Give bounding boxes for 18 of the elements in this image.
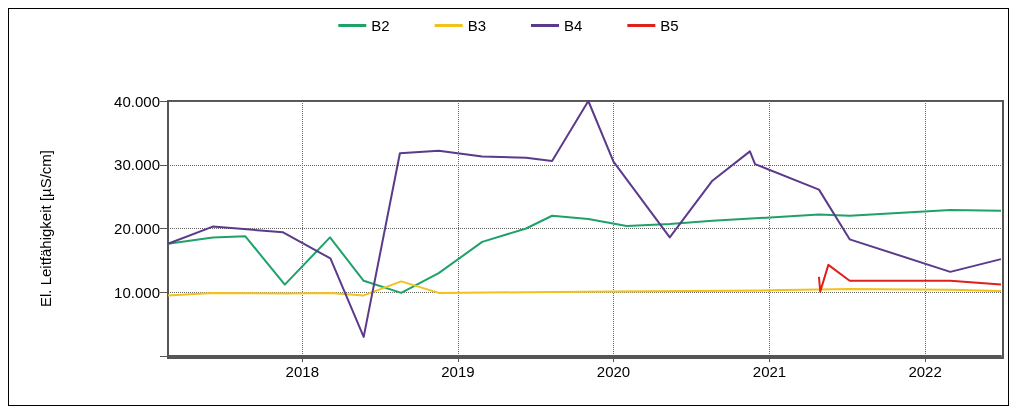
x-tick-label: 2020	[596, 363, 631, 380]
y-tick-label: 10.000	[114, 283, 160, 301]
line-series	[817, 263, 1002, 293]
legend-label: B2	[371, 17, 390, 34]
line-series	[167, 209, 1002, 294]
line-series	[167, 280, 1002, 297]
x-tick-label: 2021	[752, 363, 787, 380]
y-tick-label: 30.000	[114, 156, 160, 174]
y-axis-title: El. Leitfähigkeit [µS/cm]	[37, 149, 54, 308]
y-tick-label: 40.000	[114, 92, 160, 110]
legend-label: B3	[467, 17, 487, 34]
x-tick-label: 2018	[285, 363, 319, 380]
legend-label: B4	[564, 17, 583, 34]
x-tick-label: 2019	[441, 363, 475, 380]
x-tick-label: 2022	[908, 363, 942, 380]
line-series	[167, 100, 1002, 338]
legend-label: B5	[660, 17, 679, 34]
y-tick-label: 20.000	[114, 220, 160, 237]
